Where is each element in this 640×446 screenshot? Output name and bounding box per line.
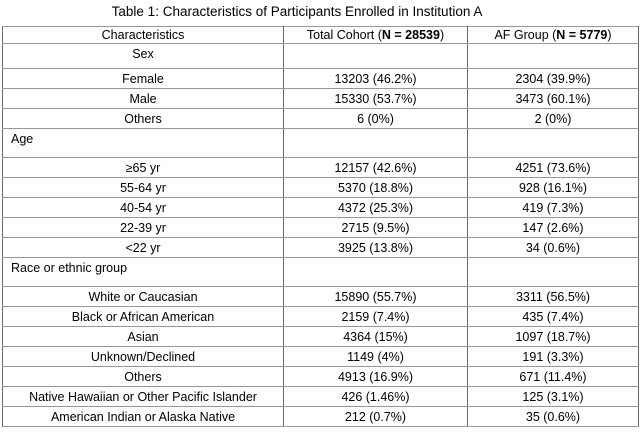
total-cohort-cell: 6 (0%)	[283, 108, 468, 129]
af-group-cell: 2304 (39.9%)	[467, 68, 639, 89]
table-row: Others 4913 (16.9%) 671 (11.4%)	[2, 366, 639, 387]
af-group-cell: 1097 (18.7%)	[467, 326, 639, 347]
af-group-cell: 3473 (60.1%)	[467, 88, 639, 109]
section-row: Sex	[2, 43, 639, 69]
table-row: American Indian or Alaska Native 212 (0.7…	[2, 406, 639, 427]
header-af-group: AF Group (N = 5779)	[467, 26, 639, 44]
section-row: Race or ethnic group	[2, 257, 639, 287]
characteristic-cell: ≥65 yr	[2, 157, 284, 178]
characteristic-cell: Black or African American	[2, 306, 284, 327]
total-cohort-cell: 5370 (18.8%)	[283, 177, 468, 198]
total-cohort-cell	[283, 128, 468, 158]
table-row: <22 yr 3925 (13.8%) 34 (0.6%)	[2, 237, 639, 258]
characteristic-cell: Male	[2, 88, 284, 109]
table-body: Sex Female 13203 (46.2%) 2304 (39.9%) Male 15…	[2, 43, 639, 427]
header-total-cohort-n: N = 28539	[381, 28, 440, 42]
af-group-cell	[467, 257, 639, 287]
table-row: Native Hawaiian or Other Pacific Islande…	[2, 386, 639, 407]
characteristic-cell: 40-54 yr	[2, 197, 284, 218]
table-row: ≥65 yr 12157 (42.6%) 4251 (73.6%)	[2, 157, 639, 178]
total-cohort-cell: 12157 (42.6%)	[283, 157, 468, 178]
characteristic-cell: Age	[2, 128, 284, 158]
characteristic-cell: Asian	[2, 326, 284, 347]
table-row: 55-64 yr 5370 (18.8%) 928 (16.1%)	[2, 177, 639, 198]
header-total-cohort: Total Cohort (N = 28539)	[283, 26, 468, 44]
characteristic-cell: Female	[2, 68, 284, 89]
af-group-cell: 3311 (56.5%)	[467, 286, 639, 307]
header-af-group-n: N = 5779	[556, 28, 608, 42]
total-cohort-cell: 426 (1.46%)	[283, 386, 468, 407]
table-row: 22-39 yr 2715 (9.5%) 147 (2.6%)	[2, 217, 639, 238]
characteristic-cell: Unknown/Declined	[2, 346, 284, 367]
table-row: 40-54 yr 4372 (25.3%) 419 (7.3%)	[2, 197, 639, 218]
characteristic-cell: 22-39 yr	[2, 217, 284, 238]
total-cohort-cell: 4364 (15%)	[283, 326, 468, 347]
characteristic-cell: American Indian or Alaska Native	[2, 406, 284, 427]
af-group-cell	[467, 43, 639, 69]
table-title: Table 1: Characteristics of Participants…	[111, 4, 483, 19]
total-cohort-cell: 4913 (16.9%)	[283, 366, 468, 387]
header-row: Characteristics Total Cohort (N = 28539)…	[2, 26, 639, 44]
characteristic-cell: Race or ethnic group	[2, 257, 284, 287]
af-group-cell: 435 (7.4%)	[467, 306, 639, 327]
total-cohort-cell: 2715 (9.5%)	[283, 217, 468, 238]
total-cohort-cell: 13203 (46.2%)	[283, 68, 468, 89]
af-group-cell	[467, 128, 639, 158]
characteristic-cell: 55-64 yr	[2, 177, 284, 198]
total-cohort-cell: 3925 (13.8%)	[283, 237, 468, 258]
table-row: White or Caucasian 15890 (55.7%) 3311 (56.…	[2, 286, 639, 307]
total-cohort-cell: 4372 (25.3%)	[283, 197, 468, 218]
af-group-cell: 928 (16.1%)	[467, 177, 639, 198]
header-total-cohort-prefix: Total Cohort (	[306, 28, 382, 42]
total-cohort-cell: 212 (0.7%)	[283, 406, 468, 427]
characteristic-cell: White or Caucasian	[2, 286, 284, 307]
header-af-group-suffix: )	[607, 28, 612, 42]
af-group-cell: 35 (0.6%)	[467, 406, 639, 427]
table-row: Unknown/Declined 1149 (4%) 191 (3.3%)	[2, 346, 639, 367]
characteristic-cell: <22 yr	[2, 237, 284, 258]
total-cohort-cell: 15330 (53.7%)	[283, 88, 468, 109]
total-cohort-cell	[283, 43, 468, 69]
table-row: Asian 4364 (15%) 1097 (18.7%)	[2, 326, 639, 347]
table-row: Black or African American 2159 (7.4%) 435 …	[2, 306, 639, 327]
af-group-cell: 671 (11.4%)	[467, 366, 639, 387]
table-row: Male 15330 (53.7%) 3473 (60.1%)	[2, 88, 639, 109]
header-af-group-prefix: AF Group (	[494, 28, 557, 42]
total-cohort-cell: 15890 (55.7%)	[283, 286, 468, 307]
total-cohort-cell	[283, 257, 468, 287]
characteristic-cell: Sex	[2, 43, 284, 69]
af-group-cell: 419 (7.3%)	[467, 197, 639, 218]
header-total-cohort-suffix: )	[439, 28, 445, 42]
af-group-cell: 4251 (73.6%)	[467, 157, 639, 178]
characteristic-cell: Others	[2, 108, 284, 129]
characteristic-cell: Others	[2, 366, 284, 387]
af-group-cell: 147 (2.6%)	[467, 217, 639, 238]
total-cohort-cell: 2159 (7.4%)	[283, 306, 468, 327]
af-group-cell: 2 (0%)	[467, 108, 639, 129]
af-group-cell: 125 (3.1%)	[467, 386, 639, 407]
participants-table: Characteristics Total Cohort (N = 28539)…	[2, 26, 639, 427]
af-group-cell: 34 (0.6%)	[467, 237, 639, 258]
table-row: Others 6 (0%) 2 (0%)	[2, 108, 639, 129]
characteristic-cell: Native Hawaiian or Other Pacific Islande…	[2, 386, 284, 407]
header-characteristics: Characteristics	[2, 26, 284, 44]
af-group-cell: 191 (3.3%)	[467, 346, 639, 367]
total-cohort-cell: 1149 (4%)	[283, 346, 468, 367]
section-row: Age	[2, 128, 639, 158]
table-row: Female 13203 (46.2%) 2304 (39.9%)	[2, 68, 639, 89]
